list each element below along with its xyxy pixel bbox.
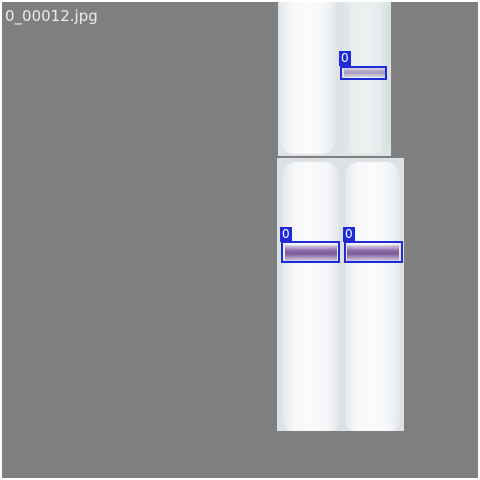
detection-box <box>281 241 340 263</box>
test-line-band <box>344 68 386 77</box>
test-line-band <box>347 245 399 261</box>
test-strip-crop-bottom <box>277 158 404 431</box>
test-strip-left <box>283 162 339 431</box>
test-strip-left <box>280 2 336 154</box>
detection-class-label: 0 <box>339 51 351 66</box>
test-line-band <box>285 245 337 261</box>
detection-box <box>340 66 387 80</box>
detection-class-label: 0 <box>280 227 292 242</box>
detection-class-label: 0 <box>343 227 355 242</box>
filename-label: 0_00012.jpg <box>5 7 98 25</box>
test-strip-right <box>345 162 400 431</box>
detection-box <box>344 241 403 263</box>
